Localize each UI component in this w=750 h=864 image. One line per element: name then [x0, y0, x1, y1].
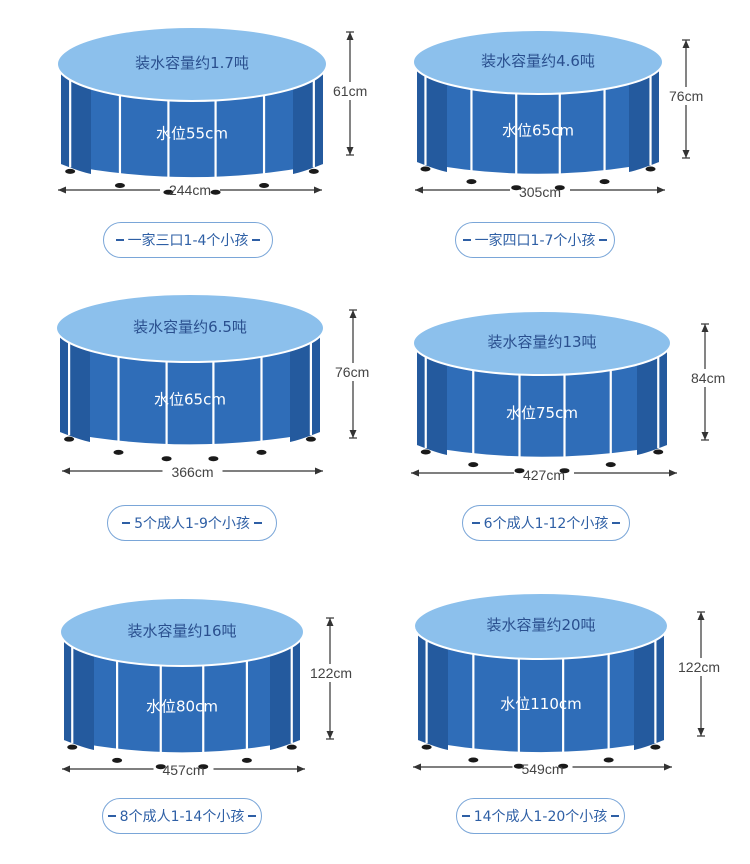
height-dimension: 76cm	[667, 39, 711, 159]
diameter-label: 366cm	[171, 464, 213, 480]
diameter-label: 457cm	[162, 762, 204, 778]
people-label: 一家四口1-7个小孩	[474, 233, 596, 249]
water-level-label: 水位75cm	[506, 404, 578, 422]
capacity-people-badge: 6个成人1-12个小孩	[462, 505, 630, 541]
dash-right	[612, 522, 621, 524]
pool-water-surface	[412, 310, 672, 376]
height-dimension: 122cm	[676, 611, 720, 737]
diameter-dimension: 305cm	[415, 184, 665, 200]
capacity-label: 装水容量约20吨	[486, 616, 595, 634]
people-label: 8个成人1-14个小孩	[119, 809, 245, 825]
people-label: 6个成人1-12个小孩	[483, 516, 609, 532]
height-label: 122cm	[678, 659, 720, 675]
pool-illustration: 装水容量约1.7吨 水位55cm 61cm 244cm	[56, 26, 375, 198]
pool-frame-poles	[424, 73, 652, 184]
diameter-label: 427cm	[523, 467, 565, 483]
pool-frame-poles	[424, 354, 660, 467]
dash-left	[107, 815, 116, 817]
diameter-dimension: 427cm	[411, 467, 677, 483]
height-label: 76cm	[335, 364, 369, 380]
capacity-people-badge: 一家三口1-4个小孩	[103, 222, 273, 258]
dash-right	[253, 522, 262, 524]
water-level-label: 水位80cm	[146, 697, 218, 715]
pool-illustration: 装水容量约6.5吨 水位65cm 76cm 366cm	[55, 293, 377, 480]
capacity-people-badge: 8个成人1-14个小孩	[102, 798, 262, 834]
pool-feet	[421, 744, 661, 769]
pool-card-2: 装水容量约4.6吨 水位65cm 76cm 305cm 一家四口1-7个小孩	[375, 0, 750, 288]
height-label: 84cm	[691, 370, 725, 386]
diameter-label: 244cm	[169, 182, 211, 198]
height-dimension: 122cm	[308, 617, 352, 740]
dash-right	[599, 239, 608, 241]
water-level-label: 水位65cm	[502, 122, 574, 140]
pool-feet	[420, 166, 656, 191]
dash-left	[471, 522, 480, 524]
pool-illustration: 装水容量约20吨 水位110cm 122cm 549cm	[413, 592, 720, 777]
diameter-label: 549cm	[521, 761, 563, 777]
height-dimension: 84cm	[689, 323, 733, 441]
dash-left	[122, 522, 131, 524]
dash-right	[252, 239, 261, 241]
pool-walls	[61, 72, 323, 178]
capacity-label: 装水容量约16吨	[127, 622, 236, 640]
dash-left	[115, 239, 124, 241]
pool-card-4: 装水容量约13吨 水位75cm 84cm 427cm 6个成人1-12个小孩	[375, 288, 750, 576]
pool-walls	[417, 348, 667, 457]
pool-feet	[67, 744, 297, 770]
height-label: 122cm	[310, 665, 352, 681]
capacity-people-badge: 14个成人1-20个小孩	[456, 798, 625, 834]
dash-right	[248, 815, 257, 817]
pool-illustration: 装水容量约4.6吨 水位65cm 76cm 305cm	[412, 29, 711, 200]
dash-left	[461, 815, 470, 817]
pool-feet	[420, 449, 664, 474]
pool-water-surface	[413, 592, 669, 660]
height-label: 76cm	[669, 88, 703, 104]
pool-card-1: 装水容量约1.7吨 水位55cm 61cm 244cm 一家三口1-4个小孩	[0, 0, 375, 288]
pool-water-surface	[56, 26, 328, 102]
pool-frame-poles	[69, 76, 315, 189]
diameter-dimension: 457cm	[62, 762, 305, 778]
people-label: 一家三口1-4个小孩	[127, 233, 249, 249]
pool-illustration: 装水容量约16吨 水位80cm 122cm 457cm	[59, 597, 352, 778]
pool-frame-poles	[67, 339, 312, 455]
water-level-label: 水位110cm	[500, 695, 582, 713]
capacity-label: 装水容量约6.5吨	[133, 318, 247, 336]
water-level-label: 水位55cm	[156, 125, 228, 143]
pool-water-surface	[59, 597, 305, 667]
pool-walls	[418, 631, 664, 753]
diameter-dimension: 549cm	[413, 761, 672, 777]
dash-right	[611, 815, 620, 817]
pool-card-3: 装水容量约6.5吨 水位65cm 76cm 366cm 5个成人1-9个小孩	[0, 288, 377, 576]
pool-card-6: 装水容量约20吨 水位110cm 122cm 549cm 14个成人1-20个小…	[375, 576, 750, 864]
height-label: 61cm	[333, 83, 367, 99]
diameter-dimension: 366cm	[62, 464, 323, 480]
pool-feet	[64, 436, 316, 462]
diameter-dimension: 244cm	[58, 182, 322, 198]
capacity-people-badge: 一家四口1-7个小孩	[455, 222, 615, 258]
dash-left	[462, 239, 471, 241]
capacity-people-badge: 5个成人1-9个小孩	[107, 505, 277, 541]
height-dimension: 61cm	[331, 31, 375, 156]
capacity-label: 装水容量约13吨	[487, 333, 596, 351]
capacity-label: 装水容量约1.7吨	[135, 54, 249, 72]
capacity-label: 装水容量约4.6吨	[481, 52, 595, 70]
height-dimension: 76cm	[333, 309, 377, 439]
pool-card-5: 装水容量约16吨 水位80cm 122cm 457cm 8个成人1-14个小孩	[0, 576, 375, 864]
people-label: 14个成人1-20个小孩	[473, 809, 608, 825]
people-label: 5个成人1-9个小孩	[134, 516, 250, 532]
pool-frame-poles	[71, 643, 293, 763]
pool-frame-poles	[425, 637, 657, 763]
pool-water-surface	[412, 29, 664, 95]
pool-illustration: 装水容量约13吨 水位75cm 84cm 427cm	[411, 310, 733, 483]
pool-walls	[60, 334, 320, 445]
pool-feet	[65, 168, 319, 195]
diameter-label: 305cm	[519, 184, 561, 200]
water-level-label: 水位65cm	[154, 391, 226, 409]
pool-water-surface	[55, 293, 325, 363]
